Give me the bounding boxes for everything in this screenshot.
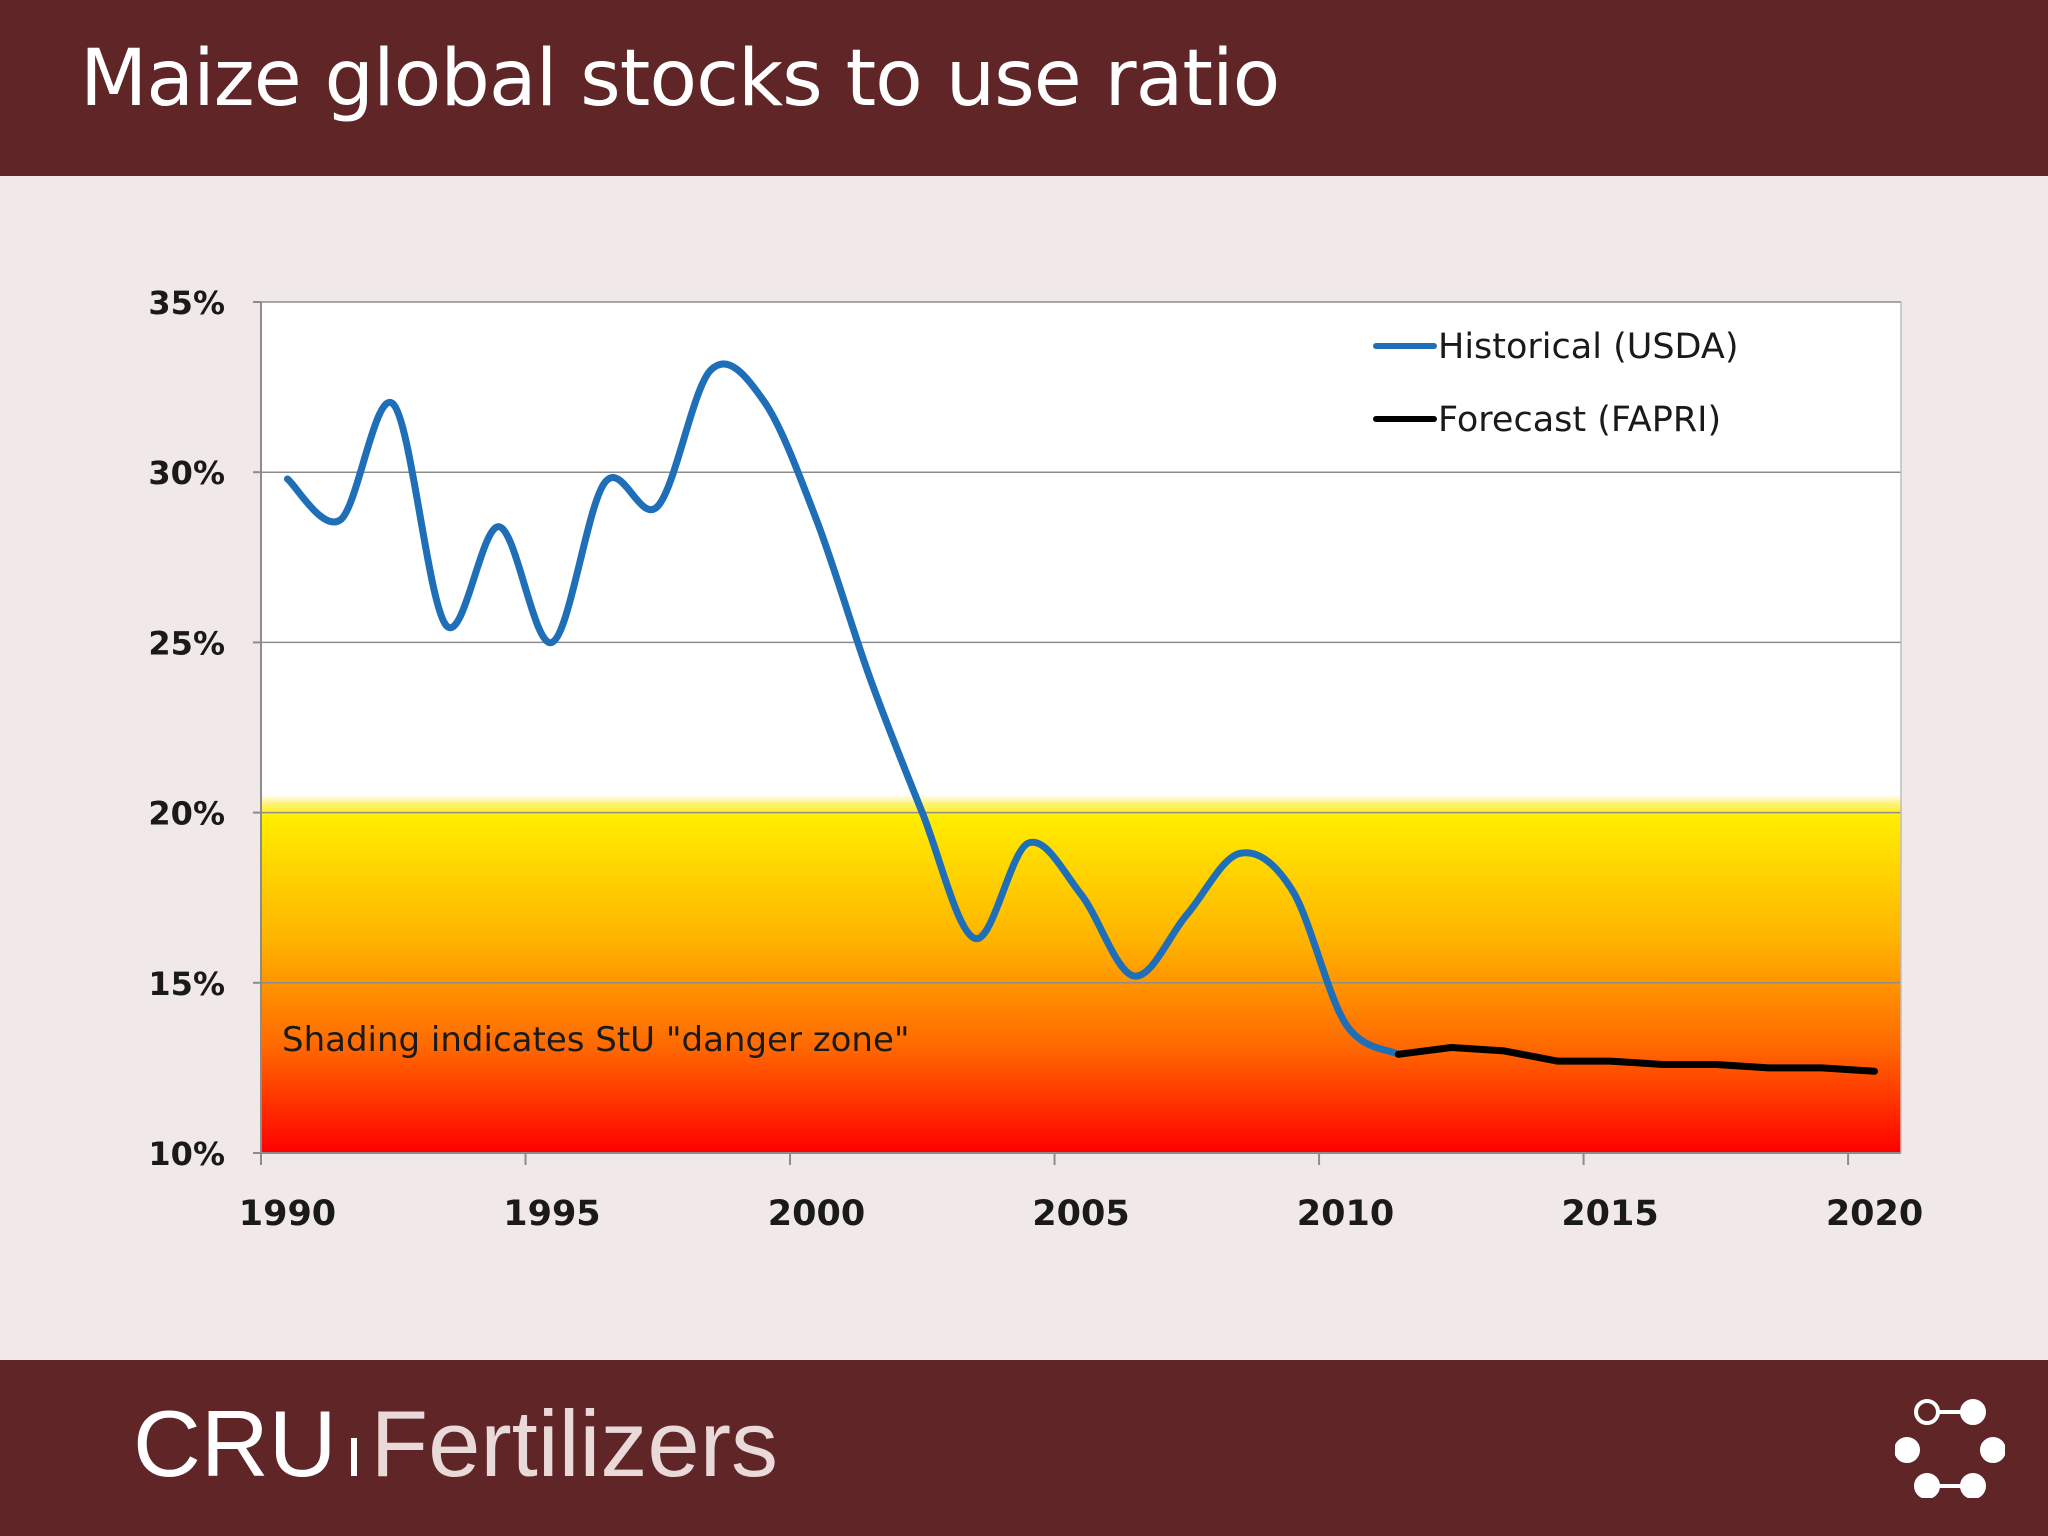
company-brand: CRU Fertilizers: [133, 1390, 778, 1498]
y-tick-label: 20%: [148, 795, 225, 833]
danger-zone-shading: [261, 794, 1901, 1153]
brand-division: Fertilizers: [370, 1391, 779, 1496]
x-tick-label: 2000: [768, 1194, 865, 1234]
legend-label: Forecast (FAPRI): [1438, 400, 1721, 440]
x-tick-label: 2010: [1297, 1194, 1394, 1234]
stocks-to-use-chart: 10% 15% 20% 25% 30% 35% 1990 1995 2000 2005 2010 2…: [148, 284, 1923, 1234]
historical-series-line: [284, 360, 1402, 1058]
x-tick-label: 1995: [503, 1194, 600, 1234]
x-tick-label: 2020: [1826, 1194, 1923, 1234]
forecast-series-line: [1394, 1044, 1878, 1075]
brand-name: CRU: [133, 1391, 337, 1496]
chart-legend: Historical (USDA) Forecast (FAPRI): [1373, 327, 1739, 440]
x-tick-label: 1990: [239, 1194, 336, 1234]
brand-separator: [350, 1438, 357, 1476]
danger-zone-label: Shading indicates StU "danger zone": [282, 1020, 910, 1060]
slide-title: Maize global stocks to use ratio: [80, 34, 1280, 124]
x-tick-label: 2005: [1032, 1194, 1129, 1234]
y-tick-label: 15%: [148, 965, 225, 1003]
chart-area: 10% 15% 20% 25% 30% 35% 1990 1995 2000 2005 2010 2…: [0, 176, 2048, 1360]
x-tick-label: 2015: [1561, 1194, 1658, 1234]
y-tick-label: 30%: [148, 454, 225, 492]
slide-header: Maize global stocks to use ratio: [0, 0, 2048, 176]
cru-logo-icon: [1895, 1399, 2005, 1498]
slide-footer: CRU Fertilizers: [0, 1360, 2048, 1536]
y-tick-label: 25%: [148, 624, 225, 662]
y-tick-label: 35%: [148, 284, 225, 322]
legend-label: Historical (USDA): [1438, 327, 1739, 367]
y-tick-label: 10%: [148, 1135, 225, 1173]
